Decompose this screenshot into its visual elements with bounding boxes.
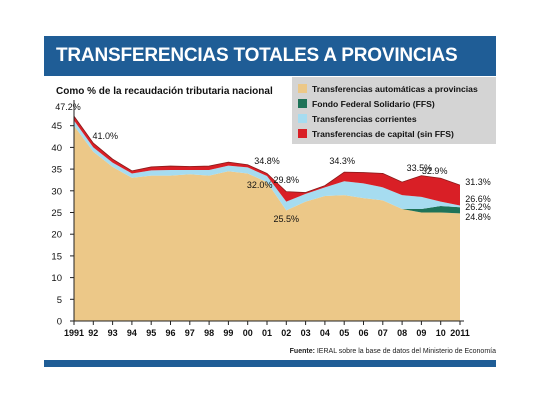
x-tick-label: 92 <box>88 328 98 338</box>
y-tick-label: 30 <box>51 186 62 197</box>
data-label: 25.5% <box>274 214 300 224</box>
y-tick-label: 35 <box>51 165 62 176</box>
x-tick-label: 1991 <box>64 328 84 338</box>
data-label: 34.3% <box>329 156 355 166</box>
area-series-1 <box>74 125 460 321</box>
data-label: 31.3% <box>465 177 491 187</box>
x-tick-label: 08 <box>397 328 407 338</box>
legend-label: Transferencias automáticas a provincias <box>312 84 478 94</box>
x-tick-label: 05 <box>339 328 349 338</box>
total-outline <box>73 115 461 193</box>
x-tick-label: 07 <box>378 328 388 338</box>
legend-swatch <box>298 99 307 108</box>
y-tick-label: 45 <box>51 121 62 132</box>
data-label: 32.0% <box>247 180 273 190</box>
data-label: 24.8% <box>465 212 491 222</box>
y-tick-label: 15 <box>51 251 62 262</box>
legend-swatch <box>298 84 307 93</box>
area-series-3 <box>74 120 460 211</box>
chart-areas <box>73 115 461 321</box>
chart-subtitle: Como % de la recaudación tributaria naci… <box>56 86 273 97</box>
x-tick-labels: 1991 92 93 94 95 96 97 98 99 00 01 02 03 04 05 06 07 08 09… <box>64 328 470 338</box>
x-tick-label: 95 <box>146 328 156 338</box>
legend-label: Transferencias de capital (sin FFS) <box>312 129 454 139</box>
data-label: 33.5% <box>407 163 433 173</box>
y-tick-labels: 0 5 10 15 20 25 30 35 40 45 <box>51 121 62 327</box>
x-tick-label: 10 <box>436 328 446 338</box>
x-tick-label: 00 <box>243 328 253 338</box>
data-label: 47.2% <box>55 102 81 112</box>
y-tick-label: 5 <box>57 295 62 306</box>
legend-label: Fondo Federal Solidario (FFS) <box>312 99 435 109</box>
y-tick-label: 0 <box>57 317 62 328</box>
x-tick-label: 03 <box>301 328 311 338</box>
data-label: 29.8% <box>274 175 300 185</box>
source-text: IERAL sobre la base de datos del Ministe… <box>314 348 496 355</box>
x-tick-label: 01 <box>262 328 272 338</box>
x-tick-label: 09 <box>416 328 426 338</box>
chart-axes <box>70 100 464 325</box>
x-tick-label: 93 <box>108 328 118 338</box>
x-tick-label: 94 <box>127 328 137 338</box>
data-label: 26.2% <box>465 202 491 212</box>
legend-label: Transferencias corrientes <box>312 114 417 124</box>
data-label: 32.9% <box>422 166 448 176</box>
x-tick-label: 96 <box>165 328 175 338</box>
page-title: TRANSFERENCIAS TOTALES A PROVINCIAS <box>56 45 458 66</box>
x-tick-label: 98 <box>204 328 214 338</box>
area-series-4 <box>74 116 460 206</box>
x-tick-label: 99 <box>223 328 233 338</box>
x-tick-label: 02 <box>281 328 291 338</box>
legend-box <box>292 77 496 144</box>
y-tick-label: 40 <box>51 143 62 154</box>
x-tick-label: 04 <box>320 328 330 338</box>
bottom-bar <box>44 360 496 367</box>
legend-swatch <box>298 129 307 138</box>
source-label: Fuente: <box>289 348 315 355</box>
legend: Transferencias automáticas a provincias F… <box>292 77 496 144</box>
y-tick-label: 20 <box>51 230 62 241</box>
y-tick-label: 25 <box>51 208 62 219</box>
x-tick-label: 06 <box>358 328 368 338</box>
data-label: 26.6% <box>465 194 491 204</box>
y-tick-label: 10 <box>51 273 62 284</box>
x-tick-label: 97 <box>185 328 195 338</box>
legend-swatch <box>298 114 307 123</box>
data-label: 41.0% <box>93 131 119 141</box>
data-label: 34.8% <box>254 156 280 166</box>
source-note: Fuente: IERAL sobre la base de datos del… <box>44 348 496 355</box>
data-labels: 47.2% 41.0% 32.0% 34.8% 29.8% 25.5% 34.3% 33.5%… <box>55 102 491 224</box>
x-tick-label: 2011 <box>450 328 470 338</box>
title-bar: TRANSFERENCIAS TOTALES A PROVINCIAS <box>44 36 496 76</box>
